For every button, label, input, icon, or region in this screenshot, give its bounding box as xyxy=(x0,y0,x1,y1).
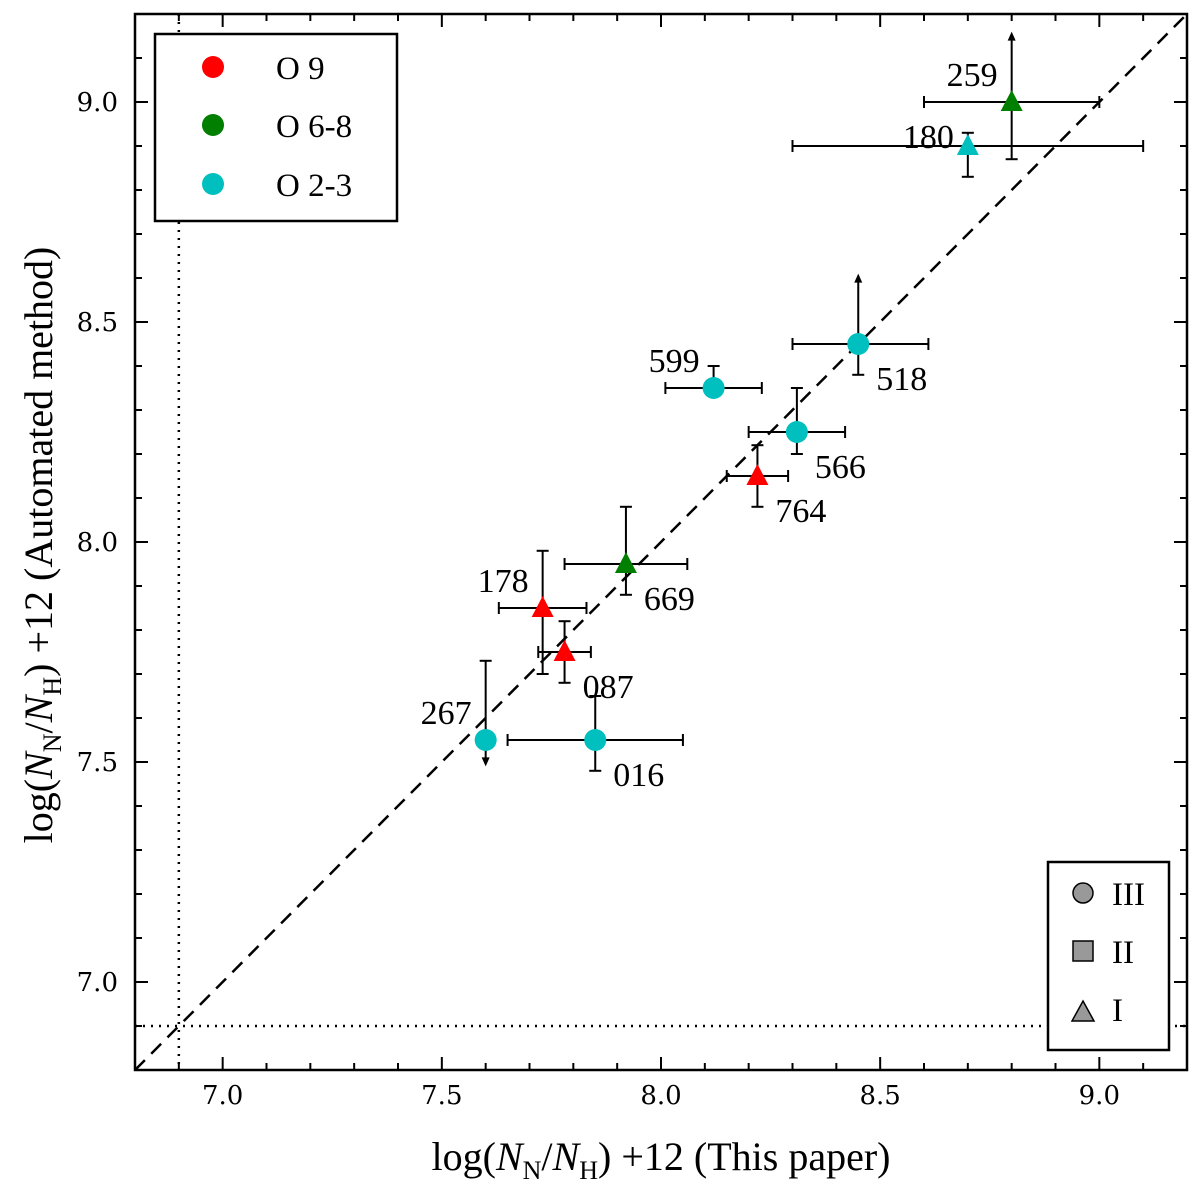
data-point-764 xyxy=(725,444,790,508)
x-tick-label: 7.0 xyxy=(202,1081,243,1111)
legend-marker-triangle xyxy=(1070,999,1096,1022)
legend-marker-circle xyxy=(1072,882,1094,904)
data-point-016 xyxy=(506,695,684,772)
x-axis-title: log(NN/NH) +12 (This paper) xyxy=(432,1134,891,1185)
triangle-marker xyxy=(956,134,979,155)
legend-marker-o2-3 xyxy=(202,173,224,195)
point-labels: 259 180 518 599 566 764 669 178 087 267 016 xyxy=(421,57,998,794)
legend-marker-o9 xyxy=(202,56,224,78)
data-point-180 xyxy=(791,131,1145,178)
lower-limit-arrowhead xyxy=(481,757,490,767)
legend-label-o9: O 9 xyxy=(276,51,325,87)
point-label-178: 178 xyxy=(478,563,529,600)
upper-limit-arrowhead xyxy=(854,273,863,283)
marker-legend-box xyxy=(1046,860,1171,1052)
y-tick-label: 9.0 xyxy=(77,88,118,118)
point-label-599: 599 xyxy=(649,343,700,380)
point-label-087: 087 xyxy=(583,669,634,706)
circle-marker xyxy=(474,729,497,751)
point-label-016: 016 xyxy=(613,757,664,794)
y-tick-label: 8.0 xyxy=(77,528,118,558)
x-tick-label: 8.0 xyxy=(640,1081,681,1111)
data-point-267 xyxy=(474,659,497,767)
point-label-259: 259 xyxy=(947,57,998,94)
data-point-669 xyxy=(563,505,689,596)
circle-marker xyxy=(847,333,870,355)
marker-legend: III II I xyxy=(1046,860,1171,1052)
data-points xyxy=(474,31,1145,772)
upper-limit-arrowhead xyxy=(1007,31,1016,41)
triangle-marker xyxy=(553,640,576,661)
legend-label-i: I xyxy=(1112,993,1123,1029)
point-label-566: 566 xyxy=(815,449,866,486)
y-axis-title: log(NN/NH) +12 (Automated method) xyxy=(16,247,67,844)
color-legend: O 9 O 6-8 O 2-3 xyxy=(153,32,399,223)
data-point-259 xyxy=(923,31,1101,161)
point-label-267: 267 xyxy=(421,695,472,732)
triangle-marker xyxy=(614,552,637,573)
y-tick-label: 7.0 xyxy=(77,968,118,998)
legend-label-iii: III xyxy=(1112,877,1145,913)
point-label-764: 764 xyxy=(775,493,826,530)
circle-marker xyxy=(785,421,808,443)
y-tick-label: 8.5 xyxy=(77,308,118,338)
data-point-566 xyxy=(747,387,847,455)
color-legend-box xyxy=(153,32,399,223)
triangle-marker xyxy=(531,596,554,617)
point-label-518: 518 xyxy=(876,361,927,398)
x-tick-label: 9.0 xyxy=(1079,1081,1120,1111)
legend-marker-o6-8 xyxy=(202,114,224,136)
point-label-669: 669 xyxy=(644,581,695,618)
data-point-178 xyxy=(497,549,588,675)
circle-marker xyxy=(702,377,725,399)
triangle-marker xyxy=(746,464,769,485)
x-tick-label: 8.5 xyxy=(859,1081,900,1111)
circle-marker xyxy=(584,729,607,751)
legend-marker-square xyxy=(1072,940,1094,962)
one-to-one-dashed-line xyxy=(135,14,1187,1070)
data-point-518 xyxy=(791,273,930,376)
data-point-087 xyxy=(537,620,592,684)
y-tick-label: 7.5 xyxy=(77,748,118,778)
triangle-marker xyxy=(1000,90,1023,111)
legend-label-ii: II xyxy=(1112,935,1134,971)
point-label-180: 180 xyxy=(903,119,954,156)
axis-ticks: 7.0 7.5 8.0 8.5 9.0 7.0 7.5 8.0 8.5 9.0 xyxy=(77,13,1188,1111)
data-point-599 xyxy=(664,365,763,399)
legend-label-o2-3: O 2-3 xyxy=(276,168,352,204)
legend-label-o6-8: O 6-8 xyxy=(276,109,352,145)
x-tick-label: 7.5 xyxy=(421,1081,462,1111)
